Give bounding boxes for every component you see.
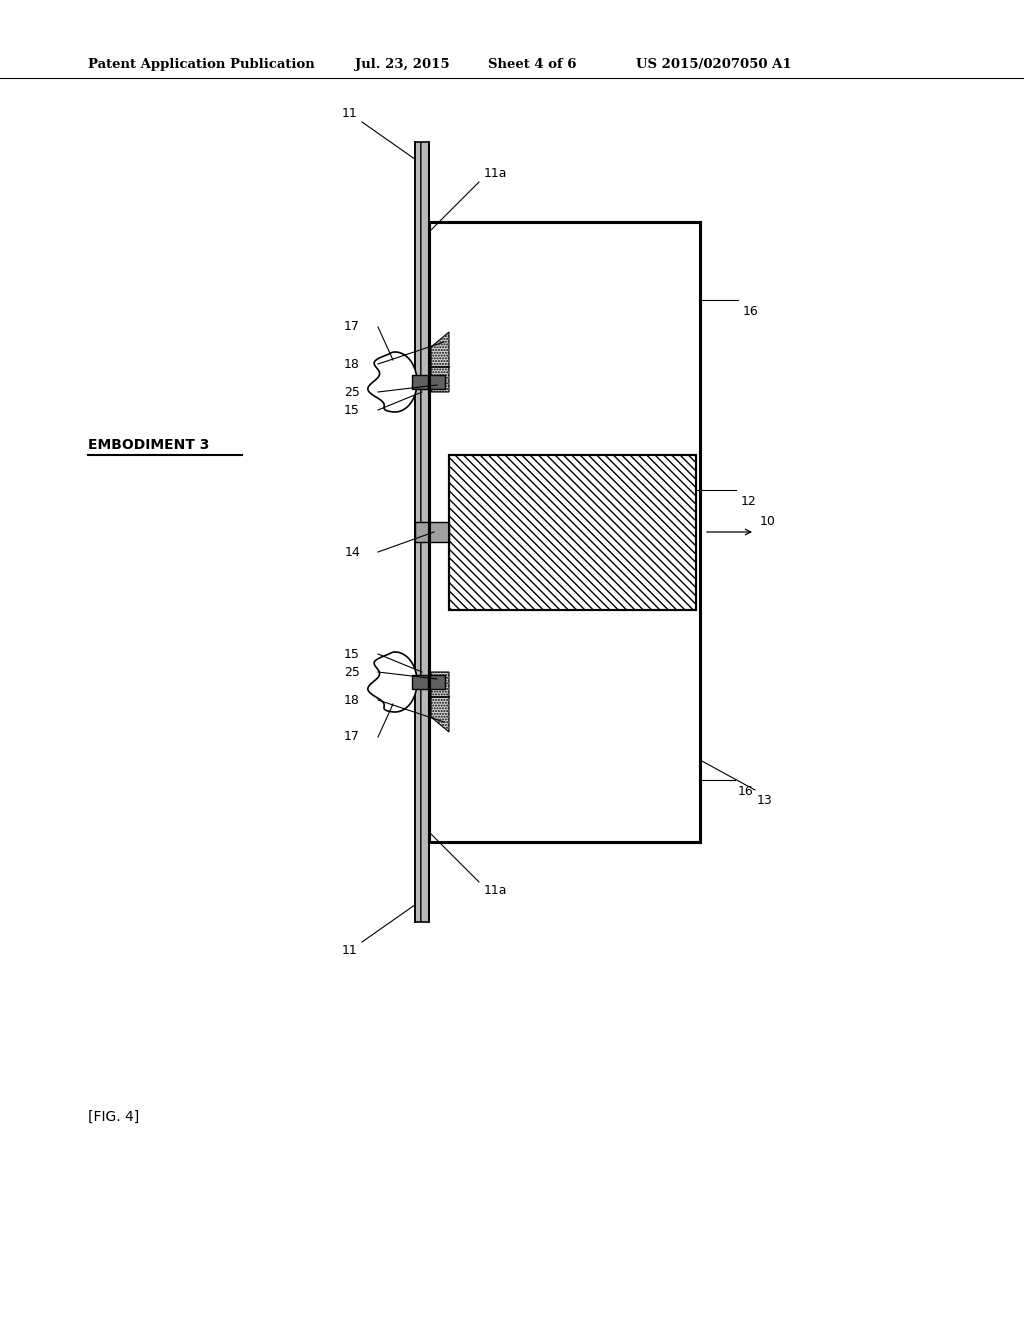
Text: Sheet 4 of 6: Sheet 4 of 6	[488, 58, 577, 71]
Text: 15: 15	[344, 648, 360, 660]
Polygon shape	[415, 521, 449, 543]
Text: 11: 11	[341, 944, 357, 957]
Text: 15: 15	[344, 404, 360, 417]
Polygon shape	[412, 375, 432, 389]
Text: 17: 17	[344, 321, 360, 334]
Text: 14: 14	[344, 545, 360, 558]
Text: Jul. 23, 2015: Jul. 23, 2015	[355, 58, 450, 71]
Polygon shape	[412, 675, 432, 689]
Text: 18: 18	[344, 693, 360, 706]
Text: 16: 16	[743, 305, 759, 318]
Polygon shape	[368, 652, 417, 711]
Text: 11a: 11a	[484, 168, 508, 180]
Polygon shape	[429, 697, 700, 842]
Text: US 2015/0207050 A1: US 2015/0207050 A1	[636, 58, 792, 71]
Polygon shape	[431, 333, 449, 392]
Polygon shape	[428, 375, 445, 389]
Text: 13: 13	[757, 795, 773, 807]
Text: EMBODIMENT 3: EMBODIMENT 3	[88, 438, 209, 451]
Polygon shape	[429, 222, 700, 367]
Polygon shape	[368, 352, 417, 412]
Polygon shape	[449, 455, 696, 610]
Text: 25: 25	[344, 385, 360, 399]
Text: [FIG. 4]: [FIG. 4]	[88, 1110, 139, 1125]
Text: 12: 12	[741, 495, 757, 508]
Polygon shape	[428, 675, 445, 689]
Text: 17: 17	[344, 730, 360, 743]
Text: 11: 11	[341, 107, 357, 120]
Polygon shape	[415, 143, 429, 921]
Text: Patent Application Publication: Patent Application Publication	[88, 58, 314, 71]
Text: 10: 10	[760, 515, 776, 528]
Polygon shape	[431, 672, 449, 733]
Text: 25: 25	[344, 665, 360, 678]
Text: 11a: 11a	[484, 884, 508, 898]
Text: 16: 16	[738, 785, 754, 799]
Text: 18: 18	[344, 358, 360, 371]
